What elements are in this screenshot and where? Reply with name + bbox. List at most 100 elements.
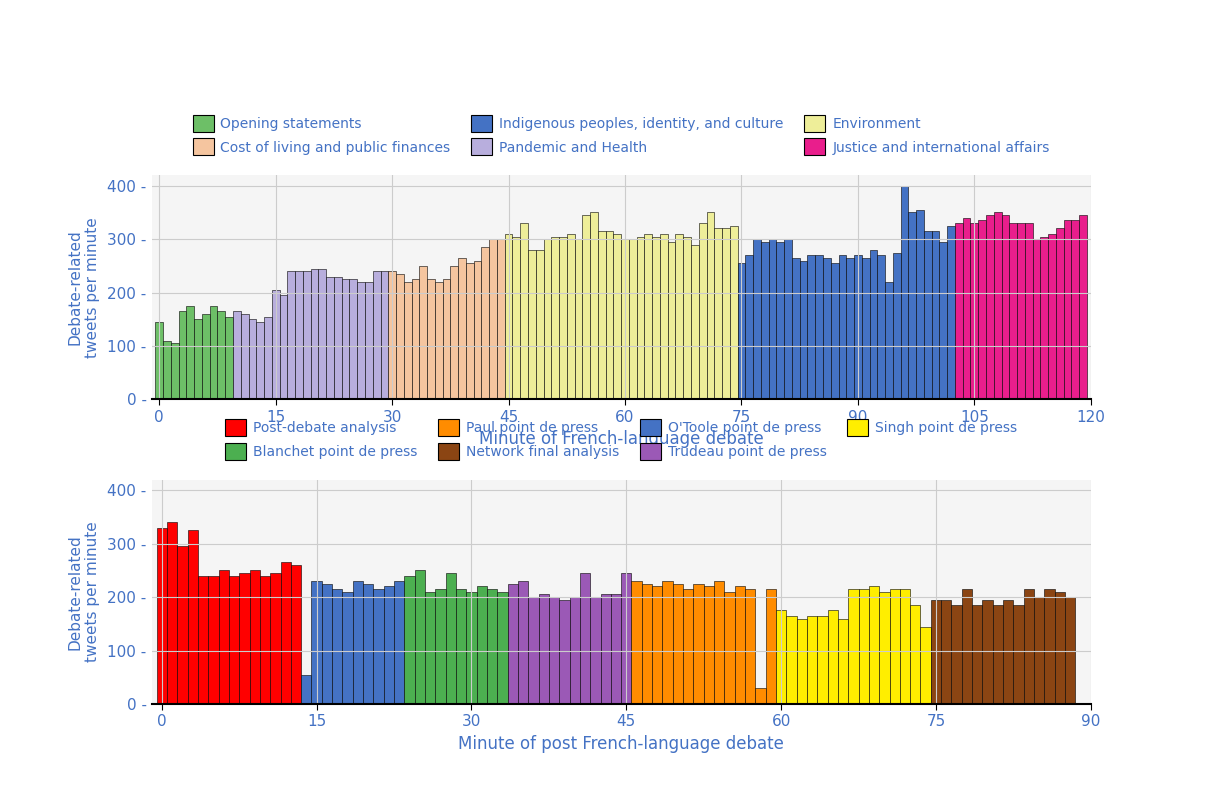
Bar [342, 279, 349, 399]
Bar [931, 600, 942, 704]
Bar [425, 592, 435, 704]
Bar [508, 584, 518, 704]
Bar [388, 271, 396, 399]
Legend: Opening statements, Cost of living and public finances, Indigenous peoples, iden: Opening statements, Cost of living and p… [193, 115, 1050, 155]
Bar [435, 589, 446, 704]
Bar [645, 234, 652, 399]
Bar [675, 234, 684, 399]
Bar [777, 242, 784, 399]
Bar [1048, 234, 1056, 399]
Bar [1064, 221, 1071, 399]
Bar [734, 586, 745, 704]
Bar [951, 605, 962, 704]
Bar [412, 279, 419, 399]
Bar [629, 239, 636, 399]
Bar [311, 581, 322, 704]
Bar [467, 592, 476, 704]
Bar [405, 576, 415, 704]
Bar [202, 314, 210, 399]
Bar [156, 528, 167, 704]
Bar [270, 573, 280, 704]
Bar [570, 597, 579, 704]
Bar [419, 266, 427, 399]
Bar [830, 263, 839, 399]
Bar [722, 229, 730, 399]
Bar [280, 562, 291, 704]
Bar [332, 589, 343, 704]
Bar [559, 600, 570, 704]
Bar [1033, 239, 1040, 399]
Bar [256, 322, 264, 399]
Bar [233, 312, 241, 399]
Bar [198, 576, 208, 704]
Bar [862, 258, 869, 399]
Bar [259, 576, 270, 704]
Bar [590, 213, 598, 399]
Bar [504, 234, 513, 399]
Bar [932, 231, 939, 399]
Bar [490, 239, 497, 399]
Bar [319, 269, 326, 399]
Bar [178, 312, 187, 399]
Bar [287, 271, 295, 399]
Bar [784, 239, 791, 399]
Bar [322, 584, 332, 704]
Bar [661, 234, 668, 399]
Bar [611, 595, 621, 704]
Bar [972, 605, 983, 704]
Bar [768, 239, 777, 399]
Bar [1017, 223, 1025, 399]
X-axis label: Minute of post French-language debate: Minute of post French-language debate [458, 735, 784, 753]
Bar [791, 258, 800, 399]
Bar [776, 611, 787, 704]
Bar [1079, 215, 1087, 399]
Bar [839, 255, 846, 399]
Bar [993, 605, 1004, 704]
Bar [465, 263, 474, 399]
Bar [155, 322, 164, 399]
Bar [248, 320, 256, 399]
Bar [225, 316, 233, 399]
Bar [353, 581, 364, 704]
Bar [948, 225, 955, 399]
Bar [848, 589, 858, 704]
Bar [295, 271, 303, 399]
Bar [415, 570, 425, 704]
Bar [476, 586, 487, 704]
Bar [901, 186, 908, 399]
Bar [652, 237, 661, 399]
Bar [598, 231, 606, 399]
Bar [364, 584, 373, 704]
Bar [807, 255, 816, 399]
Bar [738, 263, 745, 399]
Bar [613, 234, 622, 399]
Bar [264, 316, 271, 399]
Bar [373, 589, 384, 704]
Bar [755, 688, 766, 704]
Bar [1034, 597, 1045, 704]
Y-axis label: Debate-related
tweets per minute: Debate-related tweets per minute [68, 217, 101, 358]
Bar [373, 271, 381, 399]
Bar [636, 237, 645, 399]
Bar [446, 573, 456, 704]
Bar [893, 252, 901, 399]
Bar [358, 282, 365, 399]
Bar [668, 242, 675, 399]
Bar [621, 573, 631, 704]
Bar [725, 592, 734, 704]
Bar [704, 586, 714, 704]
Bar [384, 586, 394, 704]
Bar [394, 581, 405, 704]
Bar [538, 595, 549, 704]
Bar [335, 277, 342, 399]
Bar [761, 242, 768, 399]
Bar [693, 584, 704, 704]
Bar [962, 589, 972, 704]
Bar [1054, 592, 1065, 704]
Bar [177, 547, 188, 704]
Bar [451, 266, 458, 399]
Bar [877, 255, 885, 399]
Bar [559, 237, 567, 399]
Bar [879, 592, 890, 704]
Bar [987, 215, 994, 399]
